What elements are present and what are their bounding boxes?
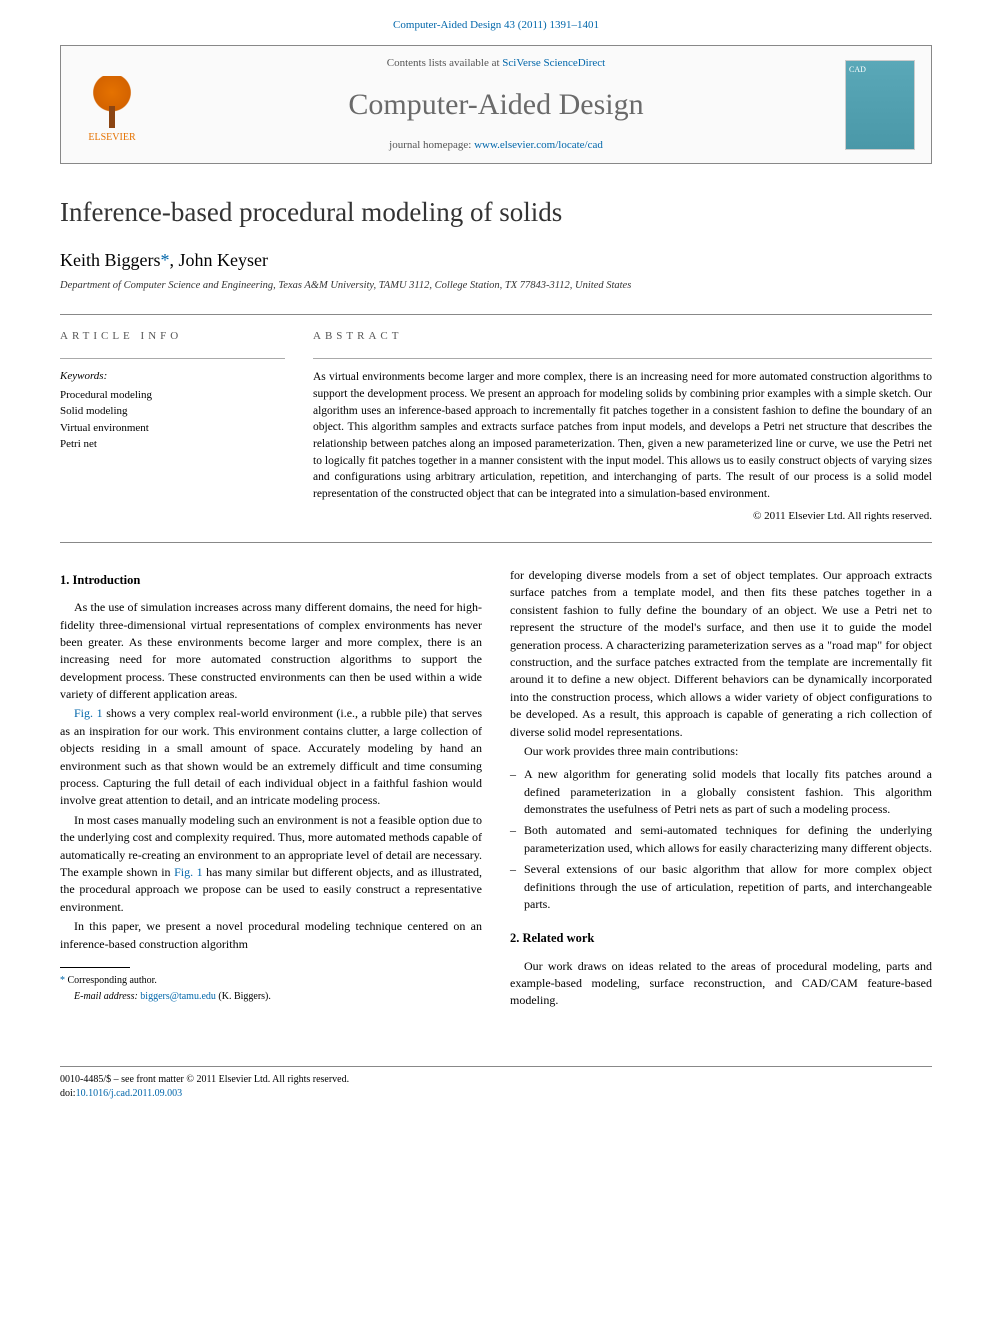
email-footnote: E-mail address: biggers@tamu.edu (K. Big… bbox=[60, 990, 482, 1005]
corresponding-star[interactable]: * bbox=[161, 250, 170, 270]
author-2[interactable]: John Keyser bbox=[179, 250, 268, 270]
abstract-text: As virtual environments become larger an… bbox=[313, 369, 932, 502]
journal-cover-thumbnail[interactable]: CAD bbox=[845, 60, 915, 150]
body-columns: 1. Introduction As the use of simulation… bbox=[60, 567, 932, 1012]
footnote-separator bbox=[60, 967, 130, 968]
keywords-label: Keywords: bbox=[60, 369, 285, 384]
elsevier-tree-icon bbox=[87, 76, 137, 131]
intro-paragraph-2: Fig. 1 shows a very complex real-world e… bbox=[60, 705, 482, 809]
footnote-star: * bbox=[60, 975, 65, 986]
doi-label: doi: bbox=[60, 1088, 76, 1099]
abstract-column: abstract As virtual environments become … bbox=[313, 329, 932, 524]
corresponding-text: Corresponding author. bbox=[68, 975, 157, 986]
keyword-3: Petri net bbox=[60, 436, 285, 453]
article-body: Inference-based procedural modeling of s… bbox=[0, 194, 992, 1052]
abstract-divider bbox=[313, 358, 932, 359]
doi-link[interactable]: 10.1016/j.cad.2011.09.003 bbox=[76, 1088, 183, 1099]
article-title: Inference-based procedural modeling of s… bbox=[60, 194, 932, 232]
journal-name: Computer-Aided Design bbox=[147, 84, 845, 126]
info-abstract-row: article info Keywords: Procedural modeli… bbox=[60, 314, 932, 543]
elsevier-logo[interactable]: ELSEVIER bbox=[77, 65, 147, 145]
intro-heading: 1. Introduction bbox=[60, 571, 482, 589]
contents-prefix: Contents lists available at bbox=[387, 57, 502, 69]
cover-label: CAD bbox=[849, 65, 866, 74]
affiliation: Department of Computer Science and Engin… bbox=[60, 279, 932, 294]
contribution-item-0: A new algorithm for generating solid mod… bbox=[510, 766, 932, 818]
contributions-list: A new algorithm for generating solid mod… bbox=[510, 766, 932, 913]
authors: Keith Biggers*, John Keyser bbox=[60, 248, 932, 273]
related-paragraph-1: Our work draws on ideas related to the a… bbox=[510, 958, 932, 1010]
abstract-copyright: © 2011 Elsevier Ltd. All rights reserved… bbox=[313, 509, 932, 524]
fig1-link[interactable]: Fig. 1 bbox=[74, 706, 103, 720]
intro-paragraph-4: In this paper, we present a novel proced… bbox=[60, 918, 482, 953]
related-work-heading: 2. Related work bbox=[510, 929, 932, 947]
issn-line: 0010-4485/$ – see front matter © 2011 El… bbox=[60, 1073, 349, 1087]
citation-header: Computer-Aided Design 43 (2011) 1391–140… bbox=[0, 0, 992, 41]
header-center: Contents lists available at SciVerse Sci… bbox=[147, 56, 845, 153]
article-info-heading: article info bbox=[60, 329, 285, 344]
author-1[interactable]: Keith Biggers bbox=[60, 250, 161, 270]
col2-paragraph-1: for developing diverse models from a set… bbox=[510, 567, 932, 741]
homepage-link[interactable]: www.elsevier.com/locate/cad bbox=[474, 139, 603, 151]
doi-line: doi:10.1016/j.cad.2011.09.003 bbox=[60, 1087, 349, 1101]
author-sep: , bbox=[170, 250, 179, 270]
sciencedirect-link[interactable]: SciVerse ScienceDirect bbox=[502, 57, 605, 69]
contributions-intro: Our work provides three main contributio… bbox=[510, 743, 932, 760]
contents-line: Contents lists available at SciVerse Sci… bbox=[147, 56, 845, 71]
intro-paragraph-3: In most cases manually modeling such an … bbox=[60, 812, 482, 916]
keyword-1: Solid modeling bbox=[60, 403, 285, 420]
intro-paragraph-1: As the use of simulation increases acros… bbox=[60, 599, 482, 703]
keyword-2: Virtual environment bbox=[60, 420, 285, 437]
homepage-prefix: journal homepage: bbox=[389, 139, 474, 151]
footer-left: 0010-4485/$ – see front matter © 2011 El… bbox=[60, 1073, 349, 1101]
email-label: E-mail address: bbox=[74, 991, 140, 1002]
article-info-column: article info Keywords: Procedural modeli… bbox=[60, 329, 285, 524]
email-link[interactable]: biggers@tamu.edu bbox=[140, 991, 216, 1002]
keyword-0: Procedural modeling bbox=[60, 387, 285, 404]
abstract-heading: abstract bbox=[313, 329, 932, 344]
citation-text[interactable]: Computer-Aided Design 43 (2011) 1391–140… bbox=[393, 19, 599, 31]
fig1-link-2[interactable]: Fig. 1 bbox=[174, 865, 203, 879]
contribution-item-1: Both automated and semi-automated techni… bbox=[510, 822, 932, 857]
contribution-item-2: Several extensions of our basic algorith… bbox=[510, 861, 932, 913]
page-footer: 0010-4485/$ – see front matter © 2011 El… bbox=[60, 1066, 932, 1131]
homepage-line: journal homepage: www.elsevier.com/locat… bbox=[147, 138, 845, 153]
journal-header-box: ELSEVIER Contents lists available at Sci… bbox=[60, 45, 932, 164]
corresponding-footnote: * Corresponding author. bbox=[60, 974, 482, 989]
intro-p2-text: shows a very complex real-world environm… bbox=[60, 706, 482, 807]
info-divider bbox=[60, 358, 285, 359]
publisher-name: ELSEVIER bbox=[88, 131, 135, 145]
email-suffix: (K. Biggers). bbox=[216, 991, 271, 1002]
